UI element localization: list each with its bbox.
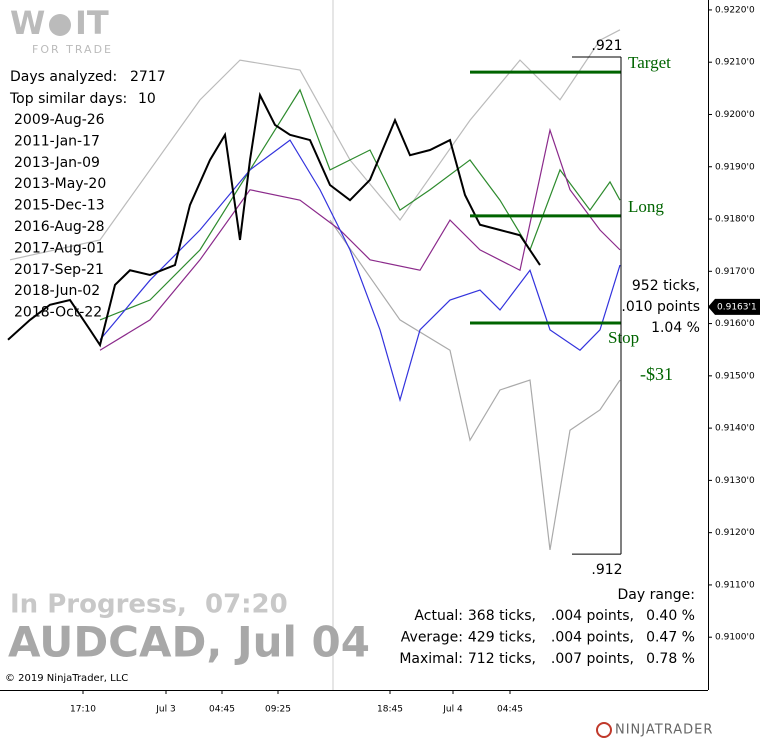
day-range-cell: Average: (401, 630, 463, 646)
y-tick-label: 0.9190'0 (715, 162, 755, 172)
price-line (9, 29, 621, 261)
range-info: 1.04 % (651, 320, 700, 336)
level-label: Long (628, 197, 664, 216)
y-tick-label: 0.9120'0 (715, 528, 755, 538)
x-tick-label: 09:25 (265, 705, 291, 715)
similar-date: 2009-Aug-26 (14, 112, 105, 128)
range-info: 952 ticks, (632, 278, 700, 294)
y-tick-label: 0.9130'0 (715, 476, 755, 486)
day-range-cell: 429 ticks, (468, 630, 536, 646)
y-tick-label: 0.9220'0 (715, 5, 755, 15)
y-tick-label: 0.9160'0 (715, 319, 755, 329)
current-price-marker (708, 298, 760, 315)
x-tick-label: 04:45 (209, 705, 235, 715)
x-tick-label: Jul 4 (442, 705, 463, 715)
logo-icon (49, 14, 71, 36)
logo-tagline: FOR TRADE (32, 43, 113, 56)
similar-date: 2013-Jan-09 (14, 155, 100, 171)
price-line (99, 88, 621, 321)
similar-date: 2013-May-20 (14, 176, 106, 192)
day-range-cell: Maximal: (399, 651, 463, 667)
level-label: Target (628, 53, 671, 72)
price-line (329, 219, 621, 551)
day-range-cell: .004 points, (551, 608, 634, 624)
level-label: Stop (608, 328, 639, 347)
logo-text: W (10, 4, 45, 42)
y-tick-label: 0.9150'0 (715, 371, 755, 381)
x-tick-label: 04:45 (497, 705, 523, 715)
stat-label: Top similar days: (9, 91, 127, 107)
stat-value: 2717 (130, 69, 166, 85)
logo-text: IT (75, 4, 109, 42)
similar-date: 2018-Jun-02 (14, 283, 100, 299)
x-tick-label: Jul 3 (155, 705, 175, 715)
brand: NINJATRADER (615, 723, 713, 738)
status: In Progress, 07:20 (10, 590, 288, 620)
day-range-cell: 0.47 % (646, 630, 695, 646)
day-range-cell: 368 ticks, (468, 608, 536, 624)
day-range-cell: Actual: (414, 608, 463, 624)
y-tick-label: 0.9210'0 (715, 58, 755, 68)
x-tick-label: 17:10 (70, 705, 96, 715)
y-tick-label: 0.9140'0 (715, 424, 755, 434)
similar-date: 2015-Dec-13 (14, 198, 105, 214)
brand-icon (596, 722, 612, 738)
range-low-label: .912 (591, 562, 622, 578)
day-range-title: Day range: (617, 587, 695, 603)
y-tick-label: 0.9170'0 (715, 267, 755, 277)
similar-date: 2018-Oct-22 (14, 305, 102, 321)
y-tick-label: 0.9180'0 (715, 215, 755, 225)
x-tick-label: 18:45 (377, 705, 403, 715)
y-tick-label: 0.9110'0 (715, 580, 755, 590)
stat-value: 10 (138, 91, 156, 107)
y-tick-label: 0.9100'0 (715, 633, 755, 643)
range-high-label: .921 (591, 38, 622, 54)
copyright: © 2019 NinjaTrader, LLC (5, 673, 128, 684)
y-tick-label: 0.9200'0 (715, 110, 755, 120)
price-line (7, 91, 541, 348)
price-line (99, 127, 621, 351)
similar-date: 2017-Sep-21 (14, 262, 104, 278)
day-range-cell: 0.78 % (646, 651, 695, 667)
day-range-cell: 712 ticks, (468, 651, 536, 667)
day-range-cell: .007 points, (551, 651, 634, 667)
day-range-cell: .004 points, (551, 630, 634, 646)
risk: -$31 (640, 364, 673, 384)
chart-title: AUDCAD, Jul 04 (8, 618, 370, 667)
range-info: .010 points (621, 299, 700, 315)
similar-date: 2017-Aug-01 (14, 240, 105, 256)
day-range-cell: 0.40 % (646, 608, 695, 624)
similar-date: 2016-Aug-28 (14, 219, 105, 235)
current-price-label: 0.9163'1 (717, 302, 757, 312)
stat-label: Days analyzed: (10, 69, 117, 85)
price-line (99, 139, 621, 403)
similar-date: 2011-Jan-17 (14, 133, 100, 149)
